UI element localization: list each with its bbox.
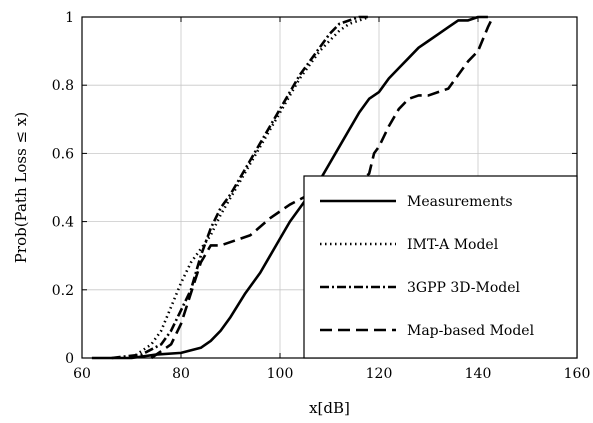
legend-box <box>303 175 578 359</box>
y-tick-label: 0.2 <box>52 283 74 299</box>
series-layer <box>91 15 495 360</box>
series-line-1 <box>130 15 370 360</box>
x-tick-label: 160 <box>564 366 591 382</box>
y-axis-title: Prob(Path Loss ≤ x) <box>12 112 30 263</box>
y-tick-label: 0 <box>65 351 74 367</box>
y-tick-label: 1 <box>65 10 74 26</box>
x-tick-label: 120 <box>366 366 393 382</box>
y-tick-label: 0.4 <box>52 215 74 231</box>
x-tick-label: 80 <box>172 366 190 382</box>
series-line-3 <box>150 16 495 360</box>
y-tick-label: 0.8 <box>52 78 74 94</box>
x-tick-label: 140 <box>465 366 492 382</box>
y-tick-label: 0.6 <box>52 146 74 162</box>
legend-label: IMT-A Model <box>407 237 499 253</box>
axes-layer: 60 80 100 120 140 160 0 0.2 0.4 0.6 0.8 1 x[dB] Prob(… <box>12 10 590 417</box>
legend-label: Measurements <box>407 194 513 210</box>
legend-label: Map-based Model <box>407 323 535 339</box>
x-tick-label: 60 <box>73 366 91 382</box>
series-line-0 <box>91 15 488 360</box>
legend: Measurements IMT-A Model 3GPP 3D-Model Map-… <box>303 175 578 359</box>
x-axis-title: x[dB] <box>309 399 350 417</box>
legend-label: 3GPP 3D-Model <box>407 280 521 296</box>
x-tick-label: 100 <box>267 366 294 382</box>
series-line-2 <box>111 15 370 360</box>
